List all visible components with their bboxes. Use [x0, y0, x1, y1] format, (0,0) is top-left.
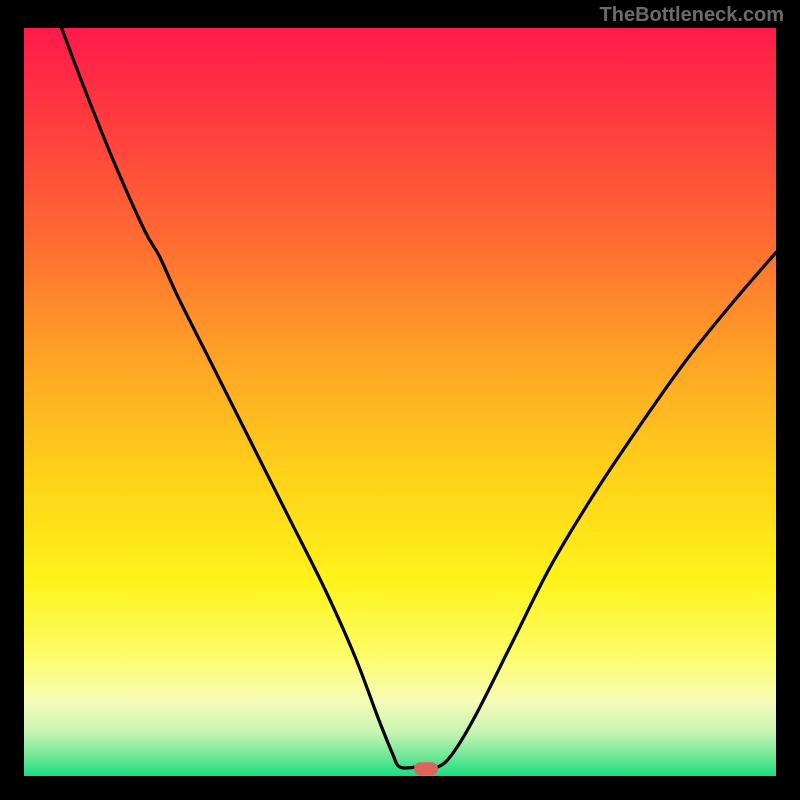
chart-frame: [0, 0, 800, 800]
curve-path: [62, 28, 776, 768]
bottleneck-curve: [24, 28, 776, 776]
plot-area: [24, 28, 776, 776]
optimum-marker: [414, 762, 438, 775]
attribution-text: TheBottleneck.com: [600, 4, 784, 27]
